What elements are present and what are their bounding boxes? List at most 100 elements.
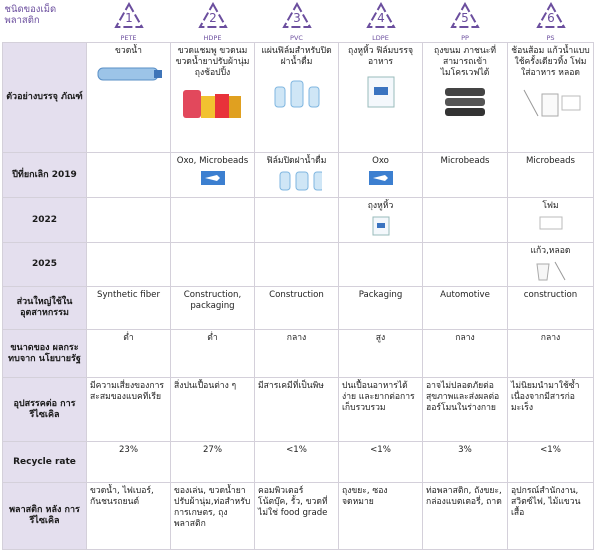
cell-text: Automotive xyxy=(440,290,490,300)
product-image xyxy=(200,171,225,185)
cell-text: คอมพิวเตอร์ โน้ตบุ๊ค, รั้ว, ขวดที่ไม่ใช่… xyxy=(258,486,328,518)
recycle-symbol: 5 xyxy=(450,2,480,28)
resin-code: PVC xyxy=(290,34,303,42)
resin-number: 4 xyxy=(377,11,385,25)
cell-text: ถุงขนม ภาชนะที่สามารถเข้าไมโครเวฟได้ xyxy=(433,46,497,78)
table-cell: อาจไม่ปลอดภัยต่อสุขภาพและส่งผลต่อฮอร์โมน… xyxy=(422,377,508,442)
table-cell: ต่ำ xyxy=(170,329,255,378)
resin-code: LDPE xyxy=(372,34,389,42)
row-label: 2022 xyxy=(31,214,58,225)
table-cell xyxy=(86,152,171,198)
cell-text: ท่อพลาสติก, ถังขยะ, กล่องแบตเตอรี่, ถาด xyxy=(426,486,502,507)
product-image xyxy=(367,76,394,108)
table-cell xyxy=(86,197,171,243)
cell-text: Packaging xyxy=(358,290,403,300)
cell-text: กลาง xyxy=(540,333,561,343)
recycle-triangle xyxy=(113,2,144,28)
table-cell: 3% xyxy=(422,441,508,483)
row-label: ปีที่ยกเลิก 2019 xyxy=(12,169,77,180)
resin-code: PS xyxy=(546,34,555,42)
product-image xyxy=(274,80,319,108)
cell-text: 3% xyxy=(458,445,472,455)
cell-text: แผ่นฟิล์มสำหรับปิดฝาน้ำดื่ม xyxy=(261,46,332,67)
cell-text: ปนเปื้อนอาหารได้ง่าย และยากต่อการเก็บรวบ… xyxy=(342,381,415,413)
cell-text: ต่ำ xyxy=(207,333,218,343)
column-header: 5 PP xyxy=(423,2,508,43)
row-label-cell: Recycle rate xyxy=(2,441,87,483)
table-cell xyxy=(422,197,508,243)
cell-text: สิ่งปนเปื้อนต่าง ๆ xyxy=(174,381,237,391)
recycle-triangle xyxy=(197,2,228,28)
recycle-triangle xyxy=(365,2,396,28)
product-image xyxy=(523,89,580,117)
row-label: ตัวอย่างบรรจุ ภัณฑ์ xyxy=(6,92,83,102)
table-cell xyxy=(338,242,423,287)
cell-text: ไม่นิยมนำมาใช้ซ้ำเนื่องจากมีสารก่อมะเร็ง xyxy=(511,381,580,413)
cell-text: Oxo xyxy=(372,156,389,166)
table-cell: Oxo, Microbeads xyxy=(170,152,255,198)
table-cell: ขวดน้ำ xyxy=(86,42,171,153)
table-cell: 27% xyxy=(170,441,255,483)
table-row: ขนาดของ ผลกระทบจาก นโยบายรัฐ ต่ำ ต่ำ กลาง สู… xyxy=(2,329,594,378)
cell-text: <1% xyxy=(286,445,307,455)
resin-code: PETE xyxy=(120,34,137,42)
cell-text: กลาง xyxy=(455,333,475,343)
cell-text: ฟิล์มปิดฝาน้ำดื่ม xyxy=(266,156,327,166)
table-cell: ต่ำ xyxy=(86,329,171,378)
table-row: 2022 ถุงหูหิ้ว โฟม xyxy=(2,197,594,243)
table-row: ส่วนใหญ่ใช้ใน อุตสาหกรรม Synthetic fiber C… xyxy=(2,286,594,330)
table-cell: สูง xyxy=(338,329,423,378)
cell-text: Oxo, Microbeads xyxy=(176,156,249,166)
cell-text: <1% xyxy=(540,445,561,455)
table-cell: ของเล่น, ขวดน้ำยาปรับผ้านุ่ม,ท่อสำหรับกา… xyxy=(170,482,255,550)
cell-text: โฟม xyxy=(542,201,559,211)
product-image xyxy=(445,88,485,116)
table-row: 2025 แก้ว,หลอด xyxy=(2,242,594,287)
cell-text: 23% xyxy=(118,445,139,455)
product-image xyxy=(539,216,562,230)
cell-text: ถุงหูหิ้ว ฟิล์มบรรจุอาหาร xyxy=(347,46,414,67)
column-header: 3 PVC xyxy=(255,2,339,43)
table-cell xyxy=(254,197,339,243)
table-row: อุปสรรคต่อ การรีไซเคิล มีความเสี่ยงของการ… xyxy=(2,377,594,442)
row-label: Recycle rate xyxy=(13,456,76,467)
resin-code: HDPE xyxy=(203,34,222,42)
recycle-triangle xyxy=(281,2,312,28)
table-cell xyxy=(254,242,339,287)
row-label-cell: ปีที่ยกเลิก 2019 xyxy=(2,152,87,198)
cell-text: ช้อนส้อม แก้วน้ำแบบใช้ครั้งเดียวทิ้ง โฟม… xyxy=(511,46,590,78)
cell-text: Synthetic fiber xyxy=(97,290,160,300)
table-cell: ขวดน้ำ, ไฟเบอร์, กันชนรถยนต์ xyxy=(86,482,171,550)
table-cell: Microbeads xyxy=(507,152,594,198)
table-cell xyxy=(422,242,508,287)
cell-text: ของเล่น, ขวดน้ำยาปรับผ้านุ่ม,ท่อสำหรับกา… xyxy=(174,486,251,529)
resin-number: 5 xyxy=(461,11,469,25)
table-cell: มีความเสี่ยงของการสะสมของแบคทีเรีย xyxy=(86,377,171,442)
resin-number: 1 xyxy=(125,11,133,25)
table-row: พลาสติก หลัง การรีไซเคิล ขวดน้ำ, ไฟเบอร์,… xyxy=(2,482,594,550)
table-row: Recycle rate 23% 27% <1% <1% 3% <1% xyxy=(2,441,594,483)
table-cell: construction xyxy=(507,286,594,330)
table-row: ปีที่ยกเลิก 2019 Oxo, Microbeads ฟิล์มปิดฝ… xyxy=(2,152,594,198)
cell-text: ขวดแชมพู ขวดนม ขวดน้ำยาปรับผ้านุ่ม ถุงช้… xyxy=(175,46,250,78)
table-cell: ขวดแชมพู ขวดนม ขวดน้ำยาปรับผ้านุ่ม ถุงช้… xyxy=(170,42,255,153)
recycle-triangle xyxy=(450,2,480,28)
cell-text: ขวดน้ำ, ไฟเบอร์, กันชนรถยนต์ xyxy=(90,486,154,507)
table-cell: แผ่นฟิล์มสำหรับปิดฝาน้ำดื่ม xyxy=(254,42,339,153)
header-row: ชนิดของเม็ด พลาสติก 1 PETE 2 HDPE 3 PVC 4 LDPE 5… xyxy=(3,2,594,43)
table-cell xyxy=(170,242,255,287)
recycle-symbol: 4 xyxy=(365,2,396,28)
cell-text: แก้ว,หลอด xyxy=(530,246,571,256)
product-image xyxy=(182,90,241,118)
row-label-cell: อุปสรรคต่อ การรีไซเคิล xyxy=(2,377,87,442)
table-cell: อุปกรณ์สำนักงาน, สวิตซ์ไฟ, ไม้แขวนเสื้อ xyxy=(507,482,594,550)
table-cell: Construction, packaging xyxy=(170,286,255,330)
table-cell xyxy=(86,242,171,287)
cell-text: อุปกรณ์สำนักงาน, สวิตซ์ไฟ, ไม้แขวนเสื้อ xyxy=(511,486,581,518)
table-cell: Automotive xyxy=(422,286,508,330)
table-cell: กลาง xyxy=(254,329,339,378)
row-label-cell: ขนาดของ ผลกระทบจาก นโยบายรัฐ xyxy=(2,329,87,378)
